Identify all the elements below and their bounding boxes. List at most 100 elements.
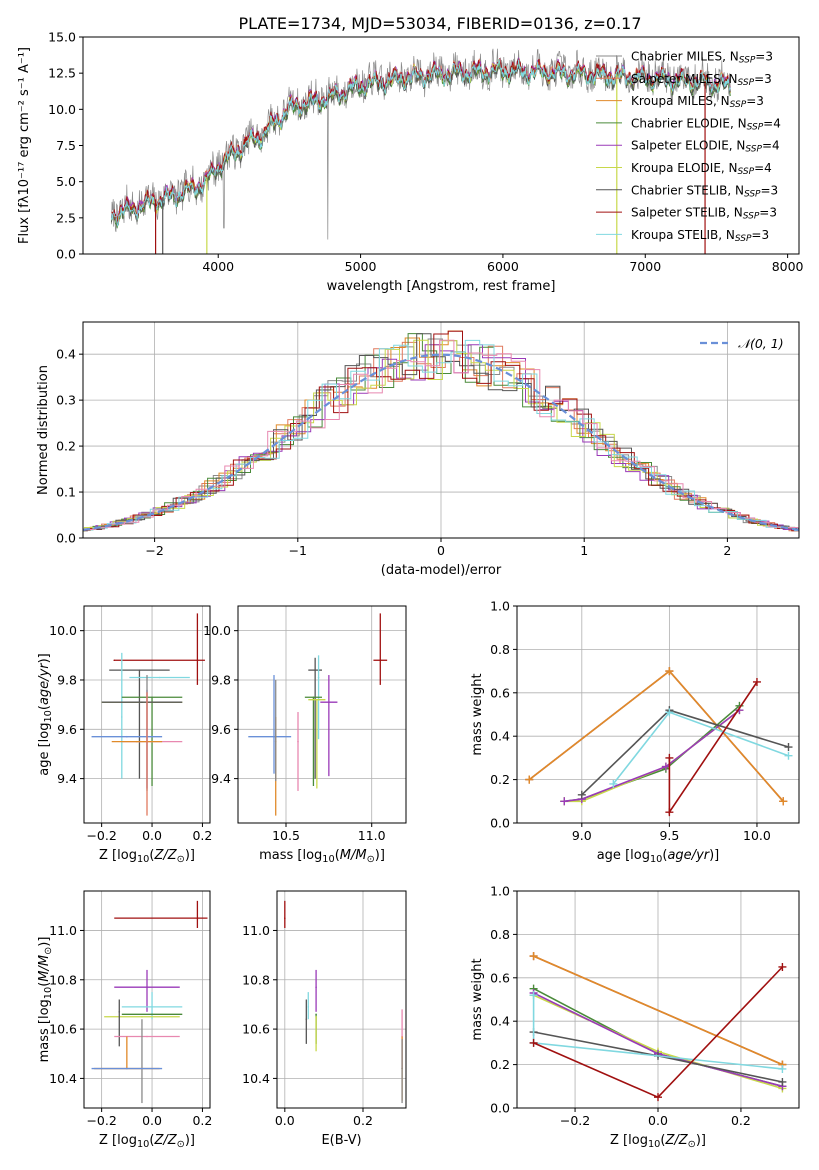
y-axis-label: Normed distribution	[36, 365, 51, 495]
panel-age-vs-mass: 10.5 11.0 9.4 9.6 9.8 10.0 mass [log10(M/M⊙)]	[203, 605, 407, 865]
plus-marker	[577, 790, 586, 799]
y-tick-label: 0.2	[490, 772, 510, 787]
data-point	[274, 735, 277, 738]
data-point	[314, 669, 316, 671]
x-axis-label: age [log10(age/yr)]	[597, 848, 720, 865]
x-tick-label: 10.0	[743, 828, 771, 843]
x-tick-label: −2	[145, 543, 163, 558]
panel-mass-weight-vs-Z: −0.2 0.0 0.2 0.0 0.2 0.4 0.6 0.8 1.0 Z [log10(Z/Z…	[470, 884, 800, 1150]
data-point	[146, 1035, 148, 1038]
data-point	[315, 1013, 317, 1016]
histogram-kroupa_stelib	[83, 339, 799, 532]
y-tick-label: 0.6	[490, 970, 510, 985]
y-tick-label: 0.8	[490, 927, 510, 942]
data-point	[141, 1015, 143, 1018]
axes-frame	[83, 605, 211, 824]
data-point	[379, 659, 382, 662]
y-tick-label: 1.0	[490, 884, 510, 899]
data-point	[297, 740, 299, 743]
x-axis-label: E(B-V)	[321, 1133, 361, 1148]
plus-marker	[784, 743, 793, 752]
data-point	[151, 1013, 153, 1016]
plus-marker	[784, 751, 793, 760]
plus-marker	[665, 708, 674, 717]
plus-marker	[654, 1093, 662, 1102]
legend-label: Kroupa STELIB, NSSP=3	[631, 228, 769, 244]
y-tick-label: 0.3	[56, 393, 76, 408]
data-point	[328, 701, 330, 703]
y-tick-label: 0.1	[56, 485, 76, 500]
data-point	[141, 701, 143, 703]
plus-marker	[778, 1064, 787, 1073]
x-tick-label: 0.2	[353, 1113, 373, 1128]
x-tick-label: 2	[723, 543, 731, 558]
data-point	[151, 1006, 153, 1008]
data-point	[307, 1006, 310, 1008]
legend-label: Chabrier ELODIE, NSSP=4	[631, 116, 781, 132]
data-point	[113, 659, 116, 662]
axes-frame	[516, 605, 800, 824]
y-tick-label: 1.0	[490, 599, 510, 614]
panel-mass-weight-vs-age: 9.0 9.5 10.0 0.0 0.2 0.4 0.6 0.8 1.0 age [log10(a…	[470, 599, 800, 865]
x-tick-label: 9.5	[659, 828, 679, 843]
series-line-salpeter_elodie	[564, 709, 740, 803]
y-tick-label: 12.5	[48, 66, 76, 81]
plus-marker	[779, 797, 788, 806]
y-tick-label: 10.4	[242, 1071, 270, 1086]
plot-area	[91, 900, 208, 1104]
x-axis-label: Z [log10(Z/Z⊙)]	[99, 1133, 195, 1150]
y-tick-label: 10.8	[49, 972, 77, 987]
data-point	[121, 716, 123, 718]
y-tick-label: 15.0	[48, 30, 76, 45]
data-point	[284, 917, 286, 919]
plot-area	[284, 900, 403, 1104]
y-tick-label: 10.0	[203, 623, 231, 638]
x-tick-label: 8000	[772, 259, 804, 274]
data-point	[196, 659, 199, 662]
data-point	[273, 735, 275, 738]
y-tick-label: 0.4	[490, 1014, 510, 1029]
data-point	[138, 669, 141, 671]
plus-marker	[529, 952, 538, 961]
x-tick-label: 0.0	[142, 828, 162, 843]
y-tick-label: 7.5	[56, 138, 76, 153]
y-tick-label: 0.0	[56, 247, 76, 262]
y-tick-label: 10.0	[48, 102, 76, 117]
x-tick-label: 0.2	[192, 828, 212, 843]
y-tick-label: 0.2	[56, 439, 76, 454]
y-tick-label: 2.5	[56, 210, 76, 225]
y-tick-label: 9.4	[211, 771, 231, 786]
data-point	[312, 696, 315, 699]
x-tick-label: −0.2	[86, 1113, 116, 1128]
x-tick-label: 10.5	[272, 828, 300, 843]
y-tick-label: 9.4	[57, 771, 77, 786]
y-tick-label: 0.0	[56, 531, 76, 546]
data-point	[196, 917, 199, 919]
x-tick-label: 0	[437, 543, 445, 558]
plus-marker	[665, 753, 674, 762]
data-point	[317, 676, 320, 679]
series-line-kroupa_miles	[533, 955, 783, 1066]
plus-marker	[525, 775, 534, 784]
panel-mass-vs-EBV: 0.0 0.2 10.4 10.6 10.8 11.0 E(B-V)	[242, 890, 407, 1148]
data-point	[401, 1067, 403, 1070]
plus-marker	[665, 808, 674, 817]
x-axis-label: Z [log10(Z/Z⊙)]	[610, 1133, 706, 1150]
data-point	[316, 698, 318, 701]
y-axis-label: age [log10(age/yr)]	[37, 653, 54, 776]
x-tick-label: 7000	[629, 259, 661, 274]
y-tick-label: 10.0	[49, 623, 77, 638]
y-tick-label: 0.2	[490, 1057, 510, 1072]
x-tick-label: 5000	[345, 259, 377, 274]
data-point	[305, 1018, 308, 1021]
plot-area	[525, 667, 793, 817]
series-line-kroupa_stelib	[612, 711, 789, 785]
plus-marker	[778, 1077, 787, 1086]
axes-frame	[237, 605, 407, 824]
panel-age-vs-Z: −0.2 0.0 0.2 9.4 9.6 9.8 10.0 Z [log10(Z/Z⊙)] ag…	[37, 605, 212, 865]
plot-area	[248, 613, 388, 816]
y-tick-label: 0.0	[490, 816, 510, 831]
y-tick-label: 10.4	[49, 1071, 77, 1086]
legend-label: Salpeter MILES, NSSP=3	[631, 72, 772, 88]
panel-spectrum: 4000 5000 6000 7000 8000 0.0 2.5 5.0 7.5 10.0 12.5…	[17, 30, 804, 295]
